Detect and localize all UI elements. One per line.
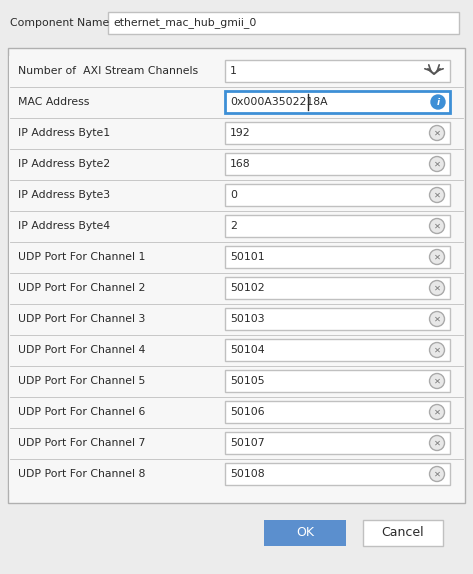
Circle shape — [429, 157, 445, 172]
Bar — [225, 153, 450, 175]
Text: 50105: 50105 — [230, 376, 264, 386]
Text: 50108: 50108 — [230, 469, 264, 479]
Text: ✕: ✕ — [433, 470, 440, 479]
Text: UDP Port For Channel 7: UDP Port For Channel 7 — [18, 438, 145, 448]
Circle shape — [429, 219, 445, 234]
Text: ✕: ✕ — [433, 315, 440, 324]
Text: ✕: ✕ — [433, 222, 440, 231]
Bar — [9, 242, 464, 273]
Bar — [9, 118, 464, 149]
Text: 50103: 50103 — [230, 314, 264, 324]
Bar — [225, 370, 450, 392]
Text: 0: 0 — [230, 190, 237, 200]
Text: 0x000A3502218A: 0x000A3502218A — [230, 97, 328, 107]
Circle shape — [429, 188, 445, 203]
Bar — [225, 432, 450, 454]
Circle shape — [429, 374, 445, 389]
Circle shape — [429, 436, 445, 451]
Text: 50104: 50104 — [230, 345, 264, 355]
Circle shape — [429, 312, 445, 327]
Text: IP Address Byte3: IP Address Byte3 — [18, 190, 110, 200]
Bar — [225, 246, 450, 268]
Text: ✕: ✕ — [433, 408, 440, 417]
Text: IP Address Byte4: IP Address Byte4 — [18, 221, 110, 231]
Text: 192: 192 — [230, 128, 251, 138]
Text: ✕: ✕ — [433, 191, 440, 200]
Text: 50102: 50102 — [230, 283, 264, 293]
Text: ✕: ✕ — [433, 253, 440, 262]
Text: UDP Port For Channel 8: UDP Port For Channel 8 — [18, 469, 145, 479]
Text: IP Address Byte1: IP Address Byte1 — [18, 128, 110, 138]
Bar — [9, 56, 464, 87]
Text: 50106: 50106 — [230, 407, 264, 417]
Text: i: i — [437, 98, 439, 107]
Text: ✕: ✕ — [433, 284, 440, 293]
Bar — [225, 463, 450, 485]
Bar — [9, 273, 464, 304]
Text: 50107: 50107 — [230, 438, 264, 448]
Text: UDP Port For Channel 6: UDP Port For Channel 6 — [18, 407, 145, 417]
Bar — [225, 308, 450, 330]
Bar — [225, 277, 450, 299]
Bar — [9, 397, 464, 428]
Circle shape — [429, 126, 445, 141]
Text: ✕: ✕ — [433, 160, 440, 169]
Text: IP Address Byte2: IP Address Byte2 — [18, 159, 110, 169]
Text: 50101: 50101 — [230, 252, 264, 262]
Text: UDP Port For Channel 2: UDP Port For Channel 2 — [18, 283, 145, 293]
Circle shape — [429, 405, 445, 420]
Bar — [9, 180, 464, 211]
Bar — [363, 520, 443, 546]
Bar — [9, 149, 464, 180]
Circle shape — [431, 95, 445, 109]
Bar — [9, 428, 464, 459]
Text: UDP Port For Channel 1: UDP Port For Channel 1 — [18, 252, 145, 262]
Bar — [264, 520, 346, 546]
Circle shape — [429, 343, 445, 358]
Text: Number of  AXI Stream Channels: Number of AXI Stream Channels — [18, 66, 198, 76]
Text: ✕: ✕ — [433, 439, 440, 448]
Bar — [225, 91, 450, 113]
Text: ✕: ✕ — [433, 346, 440, 355]
Circle shape — [429, 281, 445, 296]
Bar — [9, 335, 464, 366]
Text: MAC Address: MAC Address — [18, 97, 89, 107]
Bar — [225, 184, 450, 206]
Text: 2: 2 — [230, 221, 237, 231]
Bar — [9, 459, 464, 490]
Text: OK: OK — [296, 526, 314, 540]
Text: 168: 168 — [230, 159, 251, 169]
Bar — [225, 60, 450, 82]
Circle shape — [429, 467, 445, 482]
Text: Component Name: Component Name — [10, 18, 109, 28]
Text: UDP Port For Channel 3: UDP Port For Channel 3 — [18, 314, 145, 324]
Bar — [225, 122, 450, 144]
Bar — [225, 401, 450, 423]
Bar — [9, 87, 464, 118]
Text: 1: 1 — [230, 66, 237, 76]
Text: ethernet_mac_hub_gmii_0: ethernet_mac_hub_gmii_0 — [113, 18, 256, 29]
Bar — [8, 48, 465, 503]
Text: UDP Port For Channel 4: UDP Port For Channel 4 — [18, 345, 145, 355]
Bar — [9, 366, 464, 397]
Bar — [108, 12, 459, 34]
Text: UDP Port For Channel 5: UDP Port For Channel 5 — [18, 376, 145, 386]
Bar — [9, 304, 464, 335]
Text: Cancel: Cancel — [382, 526, 424, 540]
Bar — [225, 215, 450, 237]
Bar — [225, 339, 450, 361]
Text: ✕: ✕ — [433, 377, 440, 386]
Bar — [9, 211, 464, 242]
Text: ✕: ✕ — [433, 129, 440, 138]
Circle shape — [429, 250, 445, 265]
